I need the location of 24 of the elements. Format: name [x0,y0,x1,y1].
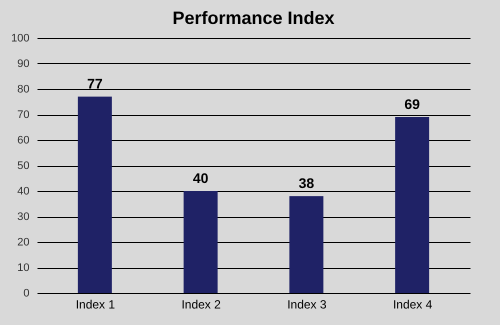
data-label: 77 [87,76,103,92]
x-tick-label: Index 1 [76,298,116,312]
bar [289,196,324,293]
y-tick-label: 10 [17,262,30,274]
data-label: 38 [298,175,314,192]
x-tick-label: Index 3 [287,298,327,312]
y-tick-label: 80 [17,84,30,96]
bar [395,117,430,293]
y-tick-label: 30 [17,211,30,223]
x-tick-label: Index 4 [392,298,433,312]
y-tick-label: 90 [17,58,30,70]
y-tick-label: 60 [17,134,30,146]
bar [78,96,112,293]
data-label: 69 [404,96,420,112]
y-tick-label: 20 [17,236,30,248]
bar [184,191,218,293]
y-tick-label: 0 [23,288,30,300]
x-tick-label: Index 2 [181,298,222,312]
chart-title: Performance Index [172,8,335,28]
data-label: 40 [192,170,209,186]
y-tick-label: 100 [11,32,30,44]
y-tick-label: 40 [17,186,30,198]
y-tick-label: 70 [17,109,30,121]
y-tick-label: 50 [17,160,30,172]
